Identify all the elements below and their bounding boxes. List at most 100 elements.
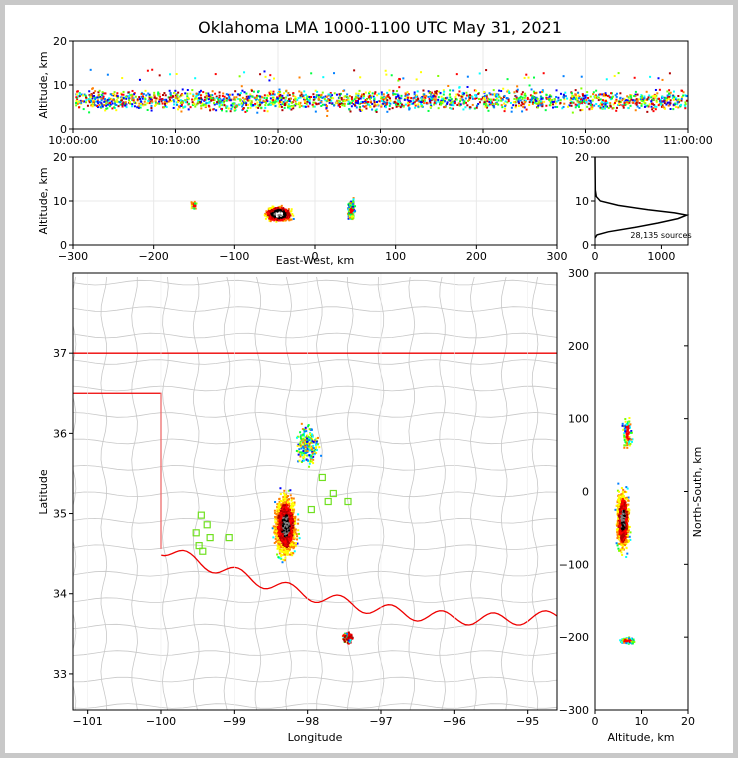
altitude-time-source <box>91 99 94 102</box>
map-source <box>279 512 282 515</box>
altitude-time-source <box>658 88 661 91</box>
altitude-time-source <box>147 92 150 95</box>
altitude-time-source <box>627 96 630 99</box>
east-west-source <box>285 217 288 220</box>
east-west-source <box>277 209 280 212</box>
altitude-time-source <box>182 106 185 109</box>
east-west-source <box>282 216 285 219</box>
map-source <box>290 529 293 532</box>
altitude-time-source <box>125 97 128 100</box>
map-source <box>279 493 282 496</box>
altitude-time-source <box>130 94 133 97</box>
altitude-time-source <box>622 105 625 108</box>
altitude-time-source <box>427 109 430 112</box>
map-source <box>288 517 291 520</box>
altitude-time-source <box>646 104 649 107</box>
altitude-time-source <box>537 103 540 106</box>
altitude-time-source <box>381 100 384 103</box>
altitude-time-source <box>91 105 94 108</box>
altitude-time-source <box>577 97 580 100</box>
altitude-time-source <box>650 100 653 103</box>
map-source <box>282 527 285 530</box>
histogram-xtick-label: 0 <box>592 250 599 263</box>
altitude-time-source <box>362 93 365 96</box>
altitude-time-source <box>372 95 375 98</box>
map-source <box>277 542 280 545</box>
altitude-time-source <box>303 90 306 93</box>
altitude-time-source <box>571 95 574 98</box>
map-source <box>292 505 295 508</box>
altitude-time-source <box>241 108 244 111</box>
altitude-time-source <box>420 99 423 102</box>
altitude-time-source <box>204 105 207 108</box>
east-west-source <box>285 212 288 215</box>
altitude-time-source <box>388 101 391 104</box>
altitude-time-source <box>292 94 295 97</box>
altitude-time-source <box>88 101 91 104</box>
altitude-time-source <box>347 98 350 101</box>
altitude-time-source <box>498 89 501 92</box>
altitude-time-source <box>229 110 232 113</box>
east-west-xtick-label: 0 <box>312 250 319 263</box>
altitude-time-source <box>373 104 376 107</box>
altitude-time-source <box>249 95 252 98</box>
altitude-time-source <box>396 93 399 96</box>
altitude-time-source <box>294 102 297 105</box>
altitude-time-source <box>669 99 672 102</box>
map-source <box>293 536 296 539</box>
altitude-time-source <box>121 97 124 100</box>
east-west-xtick-label: 200 <box>466 250 487 263</box>
altitude-time-source <box>173 92 176 95</box>
east-west-ytick-label: 20 <box>53 151 67 164</box>
altitude-time-source <box>373 97 376 100</box>
altitude-time-source <box>659 100 662 103</box>
east-west-source <box>348 210 351 213</box>
map-source <box>291 536 294 539</box>
altitude-time-source <box>492 103 495 106</box>
altitude-time-source <box>484 105 487 108</box>
altitude-time-source <box>246 98 249 101</box>
altitude-time-source <box>148 102 151 105</box>
altitude-time-source <box>266 110 269 113</box>
altitude-time-source <box>121 105 124 108</box>
east-west-source <box>275 212 278 215</box>
altitude-time-source <box>659 103 662 106</box>
altitude-time-source <box>264 106 267 109</box>
altitude-time-source <box>363 100 366 103</box>
altitude-time-source <box>246 99 249 102</box>
altitude-time-source <box>408 101 411 104</box>
map-source <box>277 510 280 513</box>
altitude-time-source <box>592 98 595 101</box>
altitude-time-source <box>577 105 580 108</box>
altitude-time-source <box>589 99 592 102</box>
altitude-time-source <box>124 104 127 107</box>
altitude-time-source <box>629 95 632 98</box>
altitude-time-source <box>368 96 371 99</box>
altitude-time-source <box>607 107 610 110</box>
altitude-time-source <box>501 98 504 101</box>
source-count-annotation: 28,135 sources <box>630 231 691 240</box>
map-source <box>290 521 293 524</box>
altitude-time-source <box>146 108 149 111</box>
altitude-time-source <box>258 101 261 104</box>
map-source <box>290 533 293 536</box>
altitude-time-source <box>517 101 520 104</box>
altitude-time-source <box>305 96 308 99</box>
altitude-time-source <box>317 97 320 100</box>
altitude-time-source <box>371 108 374 111</box>
map-source <box>287 489 290 492</box>
altitude-time-source <box>373 101 376 104</box>
altitude-time-source <box>241 105 244 108</box>
altitude-time-source <box>358 108 361 111</box>
altitude-time-source <box>548 104 551 107</box>
altitude-time-source <box>596 95 599 98</box>
altitude-time-source <box>601 101 604 104</box>
map-source <box>280 516 283 519</box>
altitude-time-source <box>335 101 338 104</box>
east-west-source <box>277 210 280 213</box>
altitude-time-source <box>376 103 379 106</box>
altitude-time-source <box>191 89 194 92</box>
altitude-time-source <box>414 104 417 107</box>
altitude-time-source <box>112 94 115 97</box>
east-west-source <box>286 215 289 218</box>
